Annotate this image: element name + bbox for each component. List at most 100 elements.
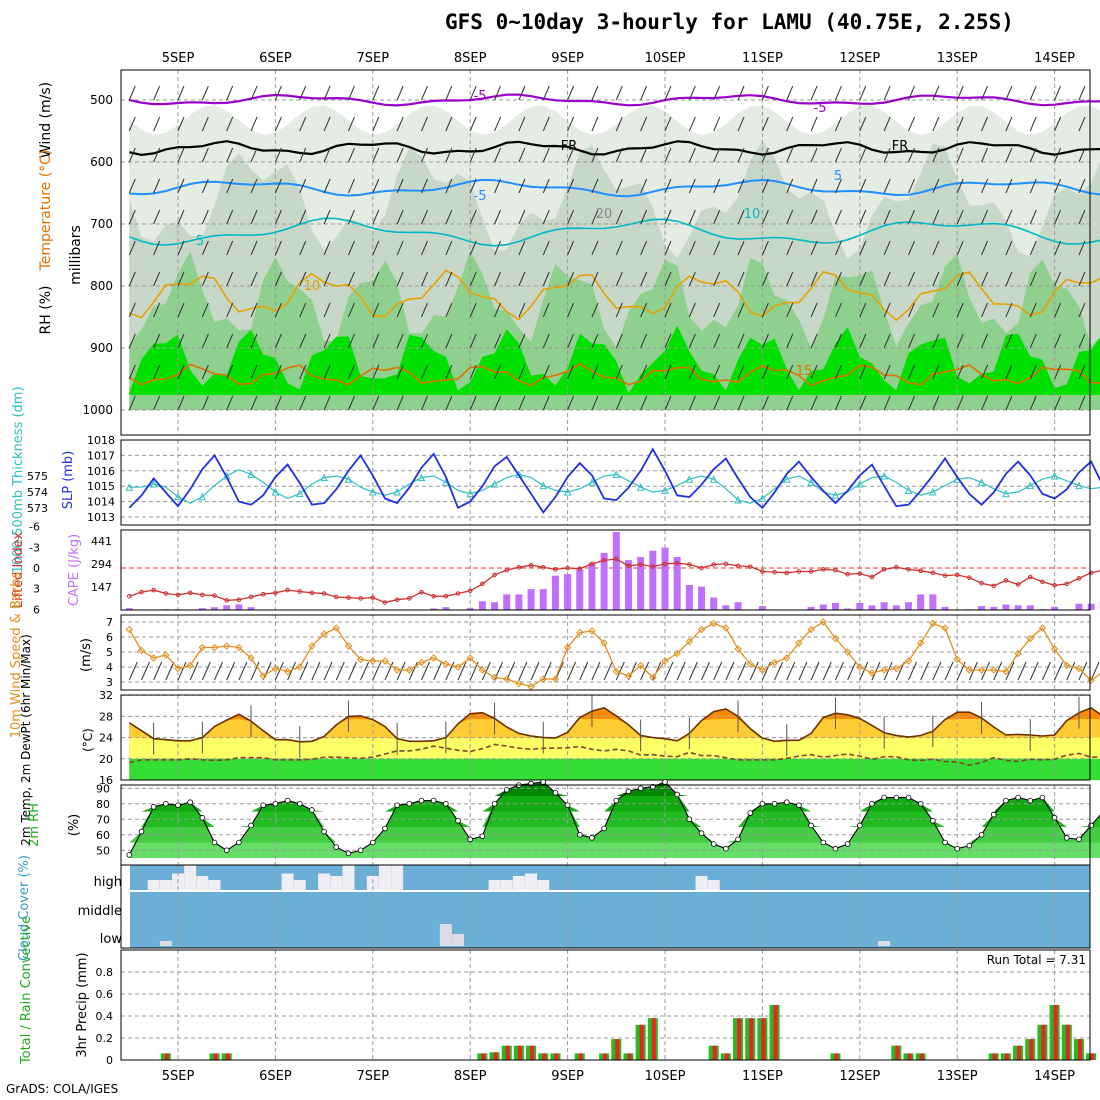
thickness-marker	[709, 475, 718, 483]
upper-wind-barb	[372, 271, 380, 287]
upper-wind-barb	[177, 209, 185, 225]
rh-marker	[467, 836, 474, 843]
upper-wind-barb	[591, 147, 599, 163]
upper-wind-barb	[518, 364, 526, 380]
lifted-index-marker	[881, 567, 887, 572]
upper-wind-barb	[981, 271, 989, 287]
temperature-axis-label: 2m Temp, 2m DewPt (6hr Min/Max)	[19, 634, 33, 846]
wind-speed-marker	[308, 642, 316, 650]
wind-speed-marker	[442, 660, 450, 668]
upper-wind-barb	[1005, 178, 1013, 194]
lifted-index-marker	[407, 596, 412, 601]
upper-wind-barb	[347, 364, 355, 380]
cape-bar	[588, 563, 596, 610]
upper-wind-barb	[153, 209, 161, 225]
lifted-index-marker	[346, 595, 351, 600]
upper-wind-barb	[201, 240, 209, 256]
rh-marker	[1051, 814, 1058, 821]
lifted-index-marker	[954, 572, 960, 578]
high-cloud-bar	[184, 865, 197, 891]
surface-wind-barb	[226, 661, 236, 681]
date-label-top: 11SEP	[742, 51, 783, 66]
upper-wind-barb	[810, 178, 818, 194]
lifted-index-marker	[224, 598, 229, 603]
precip-tick: 0.8	[96, 966, 114, 979]
thickness-marker	[1002, 489, 1010, 498]
rh-marker	[844, 841, 851, 847]
upper-wind-barb	[883, 364, 891, 380]
rh-marker	[589, 835, 595, 841]
lifted-index-marker	[431, 593, 436, 599]
upper-wind-barb	[250, 116, 258, 132]
upper-wind-barb	[834, 85, 842, 101]
upper-wind-barb	[810, 116, 818, 132]
upper-wind-barb	[981, 209, 989, 225]
precip-tick: 0	[106, 1054, 113, 1067]
lifted-index-marker	[699, 565, 704, 571]
upper-wind-barb	[713, 147, 721, 163]
thickness-marker	[174, 492, 182, 501]
surface-wind-barb	[640, 661, 650, 681]
upper-wind-barb	[274, 395, 282, 411]
cape-bar	[235, 604, 243, 610]
surface-wind-barb	[177, 661, 187, 681]
upper-wind-barb	[737, 333, 745, 349]
surface-wind-barb	[774, 661, 784, 681]
lifted-index-marker	[297, 589, 303, 594]
wind-speed-marker	[990, 666, 998, 674]
upper-wind-barb	[250, 85, 258, 101]
temp-contour-5	[129, 178, 1100, 198]
lifted-index-marker	[1027, 574, 1033, 580]
upper-wind-barb	[713, 209, 721, 225]
wind-speed-marker	[320, 630, 328, 638]
thickness-marker	[904, 486, 913, 494]
upper-wind-barb	[761, 178, 769, 194]
high-cloud-bar	[330, 876, 343, 891]
surface-wind-barb	[214, 661, 223, 681]
temp-contour-20	[128, 362, 1100, 387]
date-label-top: 14SEP	[1034, 51, 1075, 66]
contour-label: 15	[796, 364, 813, 379]
high-cloud-bar	[391, 865, 404, 891]
upper-wind-barb	[956, 395, 964, 411]
surface-wind-barb	[810, 661, 820, 681]
surface-wind-barb	[567, 661, 577, 681]
wind-speed-line	[128, 621, 1100, 688]
surface-wind-barb	[1090, 661, 1100, 681]
precip-convective-bar	[1004, 1053, 1009, 1060]
upper-wind-barb	[1078, 364, 1086, 380]
rh-marker	[723, 845, 729, 852]
upper-wind-barb	[908, 178, 915, 194]
precip-convective-bar	[712, 1045, 717, 1060]
lifted-index-marker	[321, 591, 327, 596]
upper-wind-barb	[883, 302, 891, 318]
thickness-marker	[563, 487, 572, 496]
surface-wind-barb	[165, 661, 175, 681]
upper-wind-barb	[323, 395, 331, 411]
precip-tick: 0.6	[96, 988, 114, 1001]
upper-wind-barb	[1054, 364, 1062, 380]
upper-wind-barb	[396, 364, 404, 380]
surface-wind-barb	[932, 661, 942, 681]
rh-unit-label: (%)	[67, 814, 82, 837]
upper-wind-barb	[469, 364, 477, 380]
upper-wind-barb	[1054, 116, 1062, 132]
upper-wind-barb	[713, 364, 721, 380]
upper-wind-barb	[250, 178, 258, 194]
cape-bar	[503, 594, 511, 610]
date-label-top: 9SEP	[551, 51, 584, 66]
upper-wind-barb	[859, 147, 867, 163]
rh-marker	[211, 839, 218, 846]
wind-speed-marker	[454, 663, 462, 671]
upper-wind-barb	[445, 209, 453, 225]
upper-wind-barb	[1005, 147, 1013, 163]
thickness-marker	[782, 475, 791, 483]
precip-frame	[120, 949, 1091, 1061]
upper-wind-barb	[469, 240, 477, 256]
upper-wind-barb	[615, 209, 623, 225]
upper-wind-barb	[226, 395, 234, 411]
upper-wind-barb	[128, 85, 136, 101]
upper-wind-barb	[299, 302, 307, 318]
upper-wind-barb	[713, 85, 721, 101]
